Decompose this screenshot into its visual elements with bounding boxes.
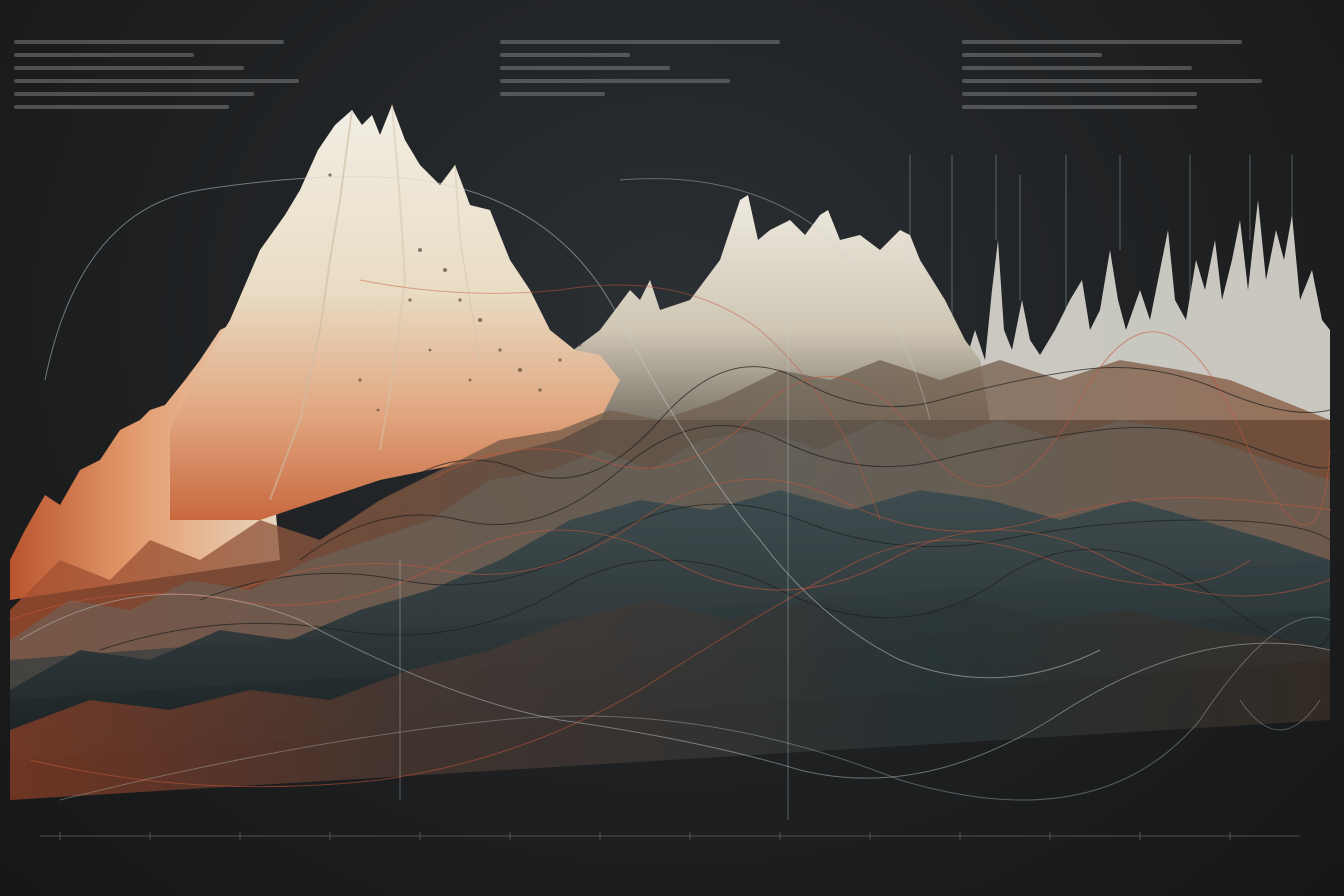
bottom-axis xyxy=(40,832,1300,840)
vertical-stems xyxy=(399,155,1293,820)
right-spiky-ridge xyxy=(960,200,1330,420)
low-band xyxy=(10,600,1330,800)
scatter-dots xyxy=(328,173,582,412)
red-ridge-lines xyxy=(9,331,1332,621)
sweeping-curves xyxy=(19,176,1331,801)
illegible-header-text xyxy=(14,40,1262,109)
main-peak xyxy=(170,105,620,520)
